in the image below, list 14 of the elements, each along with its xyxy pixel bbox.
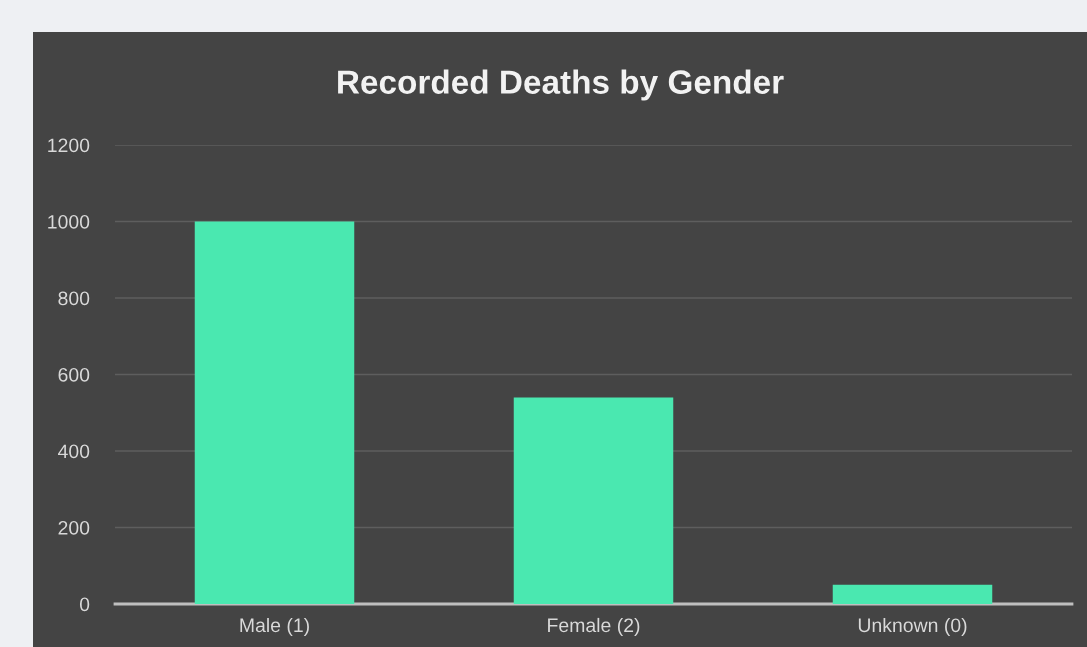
y-tick-label: 600 <box>58 367 90 382</box>
y-tick-label: 1000 <box>48 214 90 229</box>
bar <box>513 397 674 604</box>
y-tick-label: 1200 <box>48 138 90 153</box>
chart-title: Recorded Deaths by Gender <box>338 69 784 101</box>
bar <box>832 584 993 604</box>
x-tick-label: Male (1) <box>240 617 309 637</box>
y-tick-label: 400 <box>58 444 90 459</box>
y-tick-label: 800 <box>58 291 90 306</box>
y-tick-label: 200 <box>58 520 90 535</box>
x-tick-label: Unknown (0) <box>858 617 967 637</box>
y-tick-label: 0 <box>79 597 90 612</box>
bar <box>194 221 355 604</box>
x-tick-label: Female (2) <box>548 617 640 637</box>
